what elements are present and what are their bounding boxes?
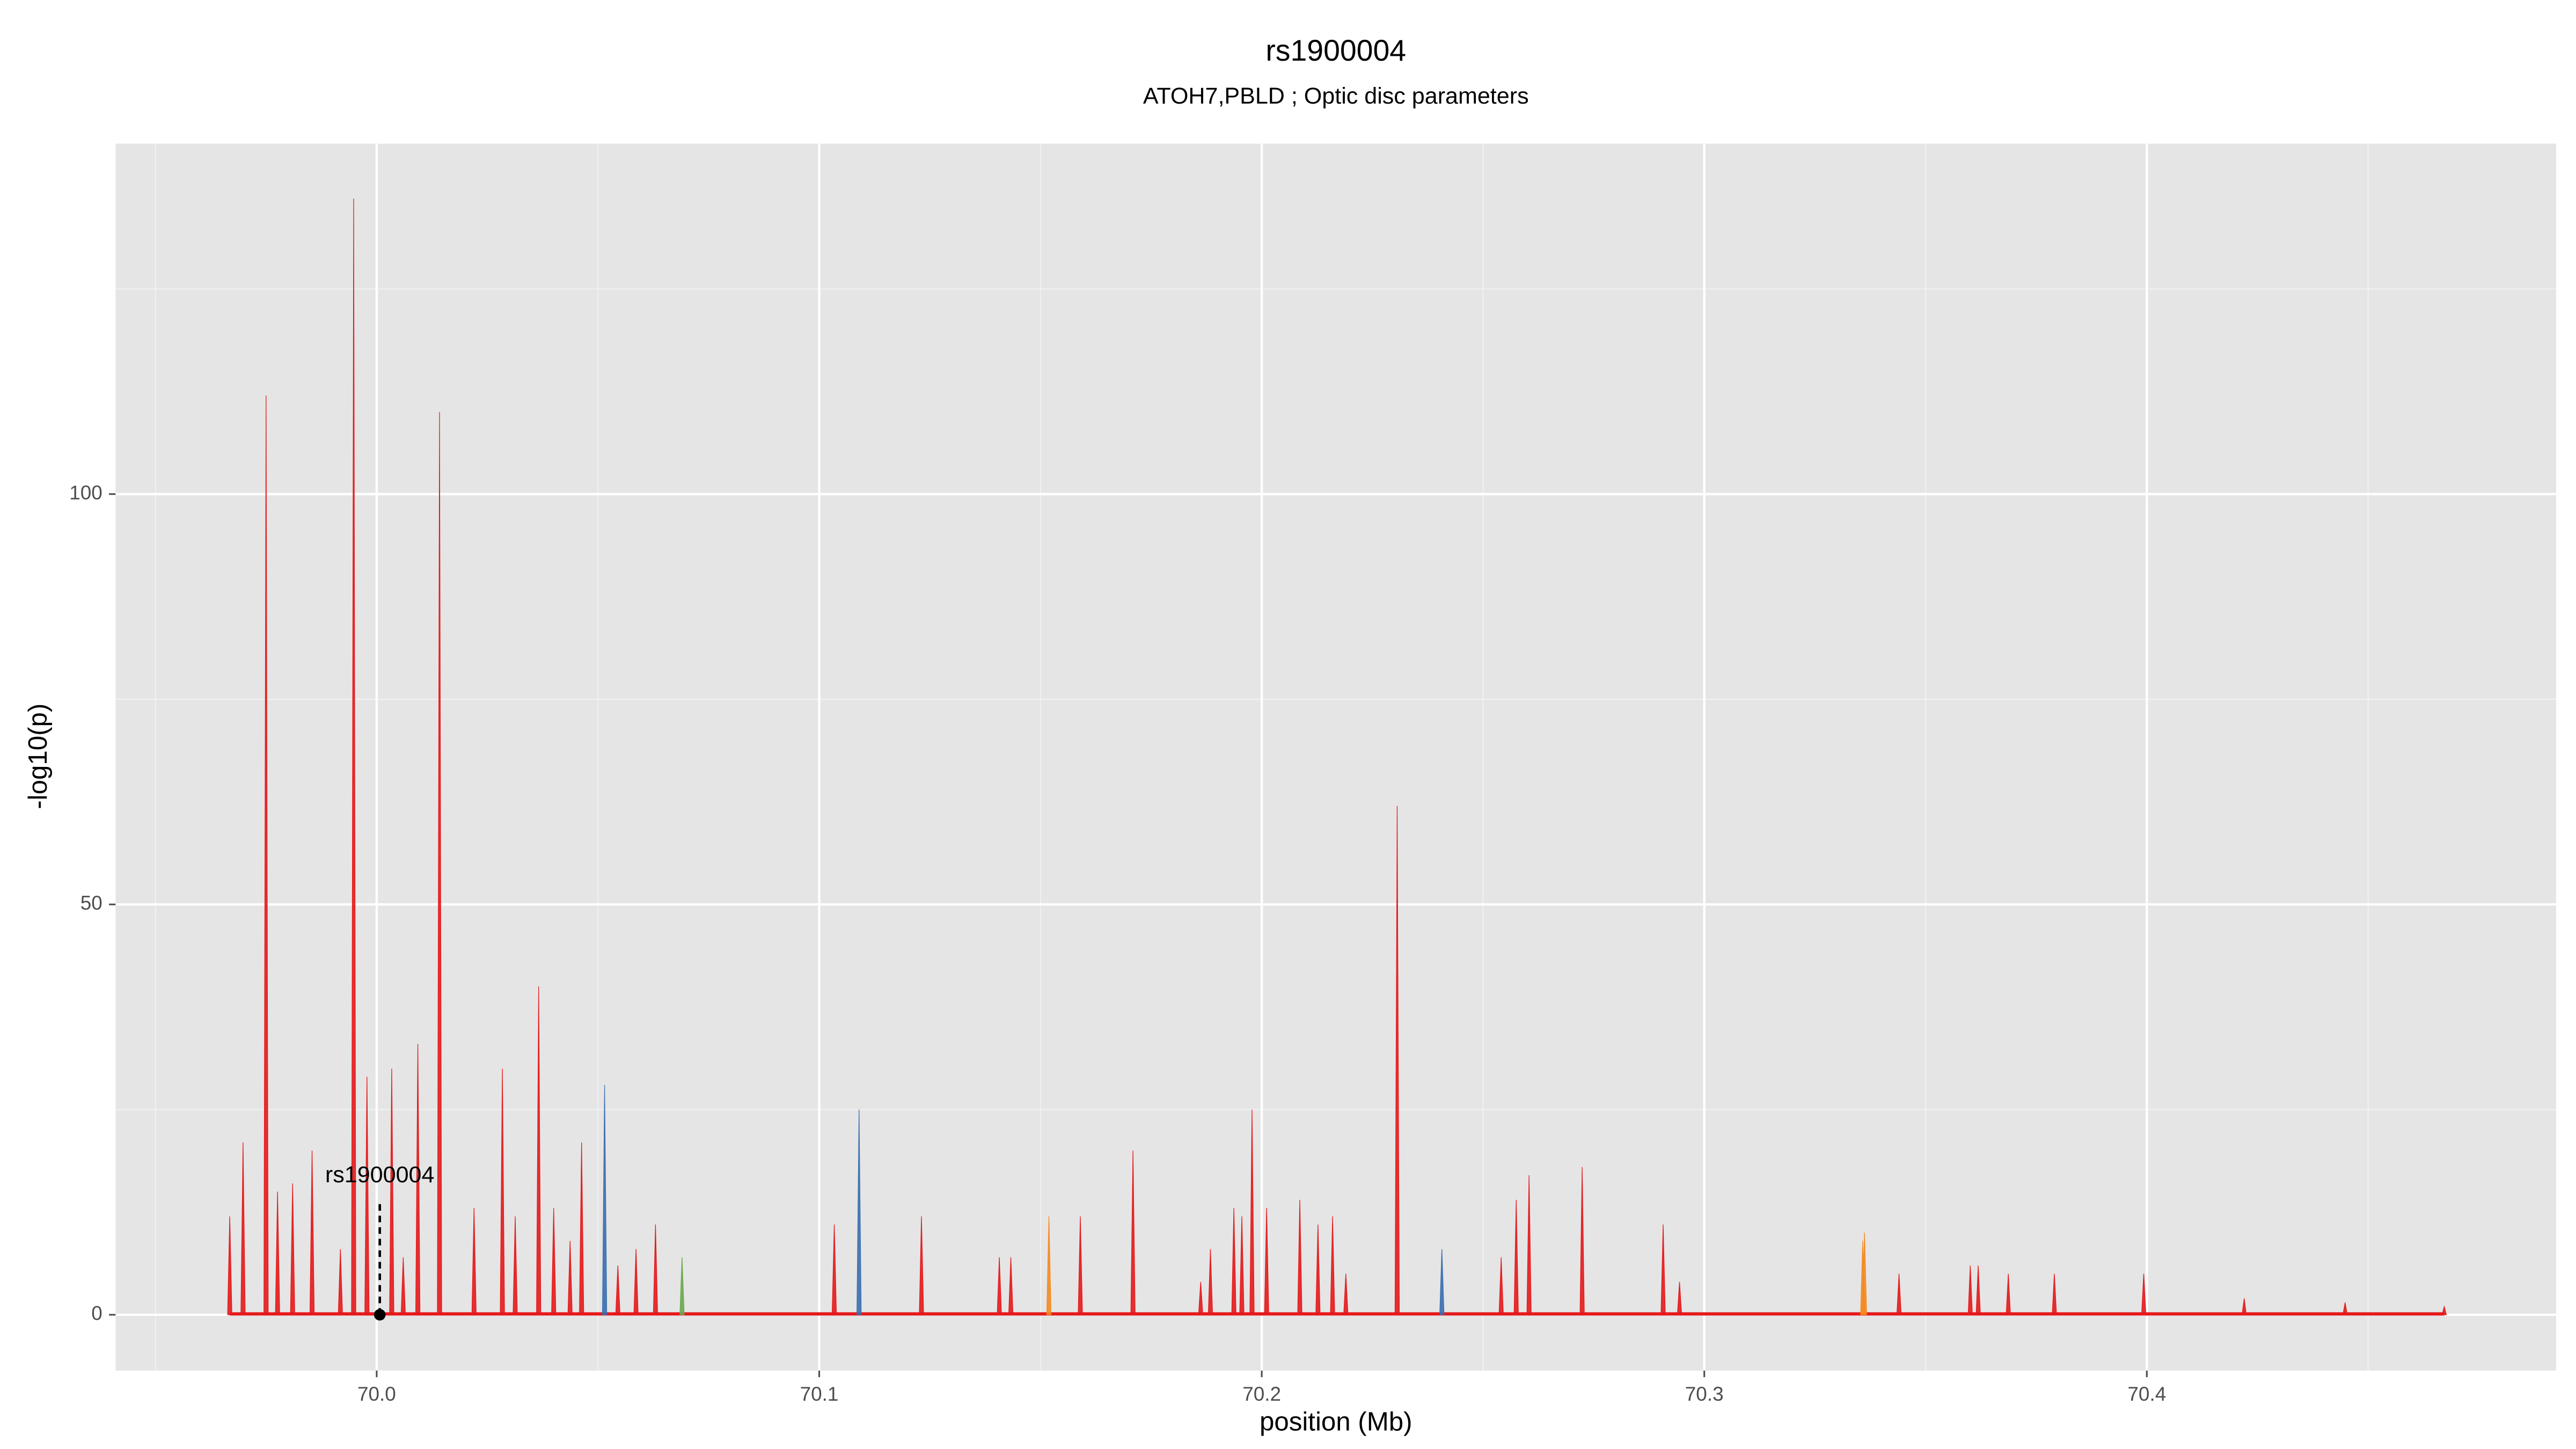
x-tick-label: 70.1 <box>800 1383 839 1405</box>
spike <box>227 1216 232 1315</box>
y-tick-label: 50 <box>80 892 103 914</box>
chart-title: rs1900004 <box>1265 34 1406 67</box>
spike <box>1239 1216 1245 1315</box>
spike <box>351 199 356 1315</box>
spike <box>513 1216 518 1315</box>
spike <box>500 1069 505 1315</box>
spike <box>2441 1305 2447 1315</box>
spike <box>1896 1274 1902 1315</box>
spike <box>653 1224 658 1315</box>
spike <box>1579 1167 1585 1315</box>
spike <box>1498 1257 1504 1315</box>
spike <box>536 986 541 1315</box>
plot-panel <box>115 143 2557 1371</box>
spike <box>240 1142 246 1315</box>
spike <box>2052 1274 2057 1315</box>
spike <box>633 1249 639 1315</box>
spike <box>602 1085 608 1315</box>
annotation-point <box>374 1309 386 1321</box>
spike <box>1231 1208 1236 1315</box>
spike <box>831 1224 837 1315</box>
spike <box>400 1257 406 1315</box>
spike <box>1343 1274 1349 1315</box>
spike <box>2141 1274 2147 1315</box>
spike <box>275 1191 280 1315</box>
spike <box>857 1109 862 1315</box>
spike <box>1862 1232 1867 1315</box>
spike <box>1394 806 1400 1315</box>
spike <box>290 1183 295 1315</box>
x-tick-label: 70.4 <box>2127 1383 2166 1405</box>
spike <box>2242 1298 2247 1315</box>
y-tick-label: 100 <box>69 481 103 503</box>
chart-subtitle: ATOH7,PBLD ; Optic disc parameters <box>1143 83 1529 109</box>
spike <box>1677 1282 1682 1315</box>
spike <box>1198 1282 1203 1315</box>
spike <box>1046 1216 1052 1315</box>
y-axis-title: -log10(p) <box>23 704 53 809</box>
x-tick-label: 70.0 <box>357 1383 396 1405</box>
spike <box>679 1257 685 1315</box>
spike <box>1130 1151 1136 1315</box>
spike <box>567 1241 573 1315</box>
spike <box>309 1151 315 1315</box>
y-tick-label: 0 <box>91 1302 103 1324</box>
spike <box>579 1142 584 1315</box>
spike <box>1078 1216 1083 1315</box>
spike <box>1008 1257 1014 1315</box>
spike <box>338 1249 343 1315</box>
spike <box>1208 1249 1213 1315</box>
annotation-label: rs1900004 <box>325 1162 435 1188</box>
spike <box>2006 1274 2011 1315</box>
spike <box>919 1216 924 1315</box>
x-axis-title: position (Mb) <box>1260 1407 1412 1436</box>
spike <box>551 1208 557 1315</box>
x-tick-label: 70.3 <box>1685 1383 1724 1405</box>
spike <box>1967 1265 1973 1315</box>
spike <box>2343 1302 2348 1315</box>
spike <box>1975 1265 1981 1315</box>
spike <box>415 1044 421 1315</box>
spike <box>364 1077 370 1315</box>
spike <box>1513 1199 1519 1315</box>
spike <box>1249 1109 1255 1315</box>
spike <box>1330 1216 1335 1315</box>
spike <box>471 1208 477 1315</box>
spike <box>615 1265 620 1315</box>
spike <box>264 396 269 1315</box>
spike <box>1315 1224 1321 1315</box>
x-tick-label: 70.2 <box>1242 1383 1281 1405</box>
spike <box>437 412 442 1315</box>
spike <box>389 1069 394 1315</box>
spike <box>997 1257 1002 1315</box>
spike <box>1297 1199 1302 1315</box>
spike <box>1439 1249 1445 1315</box>
spike <box>1264 1208 1269 1315</box>
spike <box>1660 1224 1666 1315</box>
spike <box>1526 1175 1532 1315</box>
